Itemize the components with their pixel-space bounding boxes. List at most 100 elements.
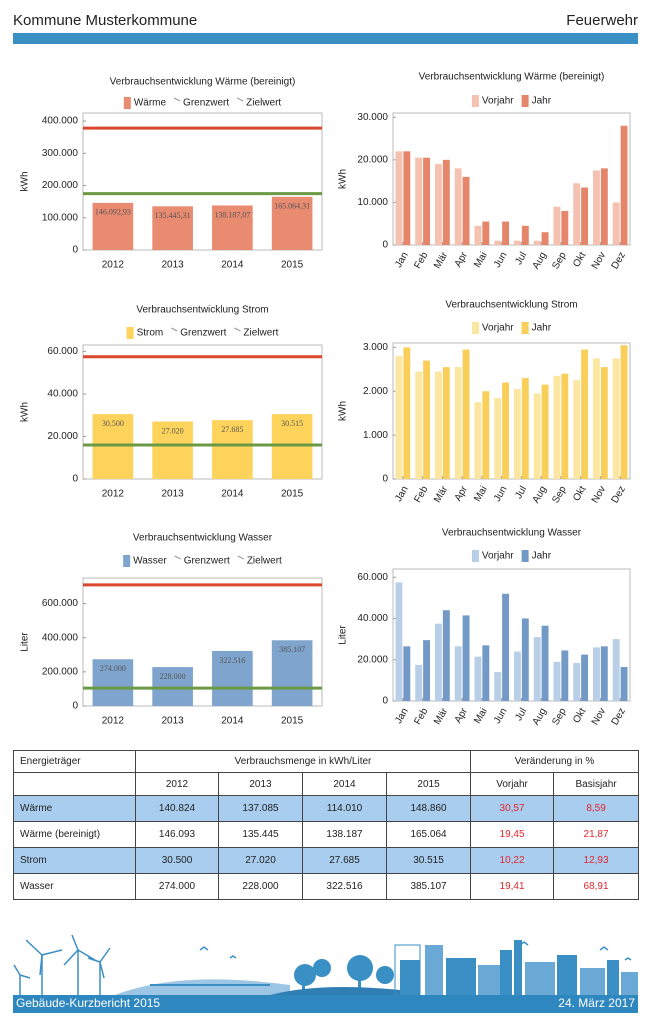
table-cell: Strom [13,847,136,874]
table-cell: 30.500 [135,847,219,874]
bar [561,650,569,701]
header-cell: Veränderung in % [470,750,640,773]
legend-label: Grenzwert [183,98,229,109]
bar [573,662,581,701]
bar [403,151,411,245]
bar [533,637,541,701]
table-cell: 19,41 [470,873,555,900]
x-tick-label: Dez [610,484,628,505]
department: Feuerwehr [566,12,638,29]
x-tick-label: Okt [571,484,588,503]
table-cell: 274.000 [135,873,219,900]
x-tick-label: Aug [531,484,549,505]
x-tick-label: 2012 [102,716,125,727]
legend: Vorjahr Jahr [471,95,552,107]
bar [553,206,561,245]
header-cell: Energieträger [13,750,136,773]
table-row: Wasser 274.000 228.000 322.516 385.107 19,41 6… [13,873,640,900]
table-cell: 146.093 [135,821,219,848]
plot-frame [392,568,631,702]
subheader-cell: 2013 [218,772,303,796]
municipality: Kommune Musterkommune [13,12,197,29]
chart: Verbrauchsentwicklung Wasser Liter 0 20.000… [338,528,631,727]
bar [474,402,482,479]
footer-bar [13,995,638,1013]
subheader-cell: Basisjahr [553,772,640,796]
bar [592,358,600,479]
table-cell: 137.085 [218,795,303,822]
bar [271,414,313,479]
x-tick-label: Jun [492,484,510,503]
bar [581,654,589,701]
bar [271,640,313,706]
legend-swatch [126,327,134,339]
table-cell: 30.515 [385,847,472,874]
bar [271,196,313,250]
bar [513,651,521,701]
y-axis-label: Liter [20,632,31,652]
bar [561,210,569,245]
table-cell: 30,57 [470,795,555,822]
bar [521,378,529,479]
bar [541,232,549,245]
table-row: Strom 30.500 27.020 27.685 30.515 10,22 12,93 [13,847,640,874]
bar [212,650,253,706]
report-date: 24. März 2017 [558,996,635,1010]
bar [553,661,561,701]
legend-swatch [471,95,479,107]
bar [612,639,620,701]
x-tick-label: 2014 [221,489,244,500]
bar [533,240,541,245]
x-tick-label: Nov [590,484,608,505]
bar [541,384,549,479]
x-tick-label: 2015 [281,260,304,271]
bar [494,240,502,245]
legend-label: Zielwert [246,98,281,109]
value-label: 322.516 [219,656,245,665]
bar [600,367,608,479]
legend-label: Vorjahr [482,323,514,334]
x-tick-label: Jan [393,250,411,269]
legend: Wärme Grenzwert Zielwert [123,97,281,109]
header-cell: Verbrauchsmenge in kWh/Liter [134,750,472,773]
bar [442,610,450,701]
bar [442,159,450,245]
plot-frame [392,342,631,480]
value-label: 274.000 [100,664,126,673]
legend-label: Wärme [134,98,167,109]
bar [454,367,462,479]
x-tick-label: Okt [571,706,588,725]
x-tick-label: Okt [571,250,588,269]
x-tick-label: Apr [453,250,471,270]
x-tick-label: Jul [513,250,529,267]
value-label: 146.092,93 [95,208,131,217]
table-cell: 138.187 [302,821,387,848]
skyline [13,934,638,996]
table-cell: 322.516 [302,873,387,900]
legend-line [171,327,178,332]
bar [415,371,423,479]
bar [553,375,561,479]
bar [502,593,510,701]
y-tick-label: 400.000 [42,632,79,643]
plot-frame [392,112,631,246]
plot-frame [82,577,323,707]
bar [482,221,490,245]
bar [573,183,581,245]
bar [494,397,502,479]
y-axis-label: kWh [20,172,31,192]
legend-label: Jahr [532,551,552,562]
x-tick-label: Nov [590,706,608,727]
table-row: Wärme 140.824 137.085 114.010 148.860 30,57 8,… [13,795,640,822]
bar [454,646,462,701]
bar [423,157,431,245]
table-cell: 140.824 [135,795,219,822]
bar [415,664,423,701]
bar [434,371,442,479]
y-tick-label: 0 [72,701,78,712]
legend-label: Grenzwert [184,556,230,567]
bar [573,380,581,479]
table-cell: 12,93 [553,847,640,874]
x-tick-label: Mai [472,250,490,269]
